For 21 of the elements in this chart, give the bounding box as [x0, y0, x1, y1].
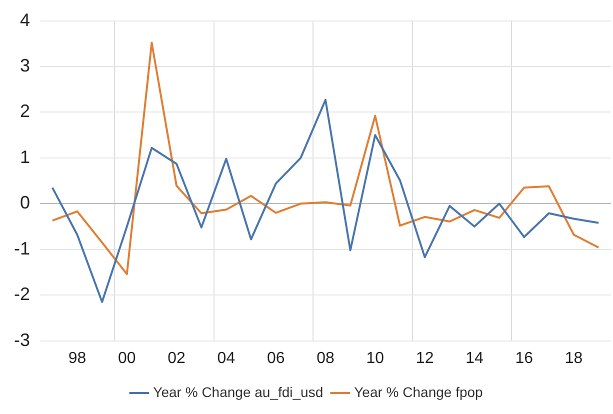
legend-label: Year % Change fpop — [354, 384, 484, 400]
x-tick-label: 06 — [266, 350, 285, 367]
y-tick-label: 1 — [20, 146, 30, 167]
y-tick-label: 3 — [20, 55, 30, 76]
y-tick-label: -1 — [14, 238, 30, 258]
x-tick-label: 16 — [515, 350, 534, 367]
y-tick-label: -2 — [14, 284, 30, 304]
x-tick-label: 02 — [168, 350, 186, 367]
x-tick-label: 18 — [564, 350, 583, 367]
y-tick-label: 0 — [20, 192, 30, 213]
x-tick-label: 98 — [68, 350, 86, 367]
x-tick-label: 04 — [217, 350, 236, 367]
x-tick-label: 14 — [466, 350, 484, 367]
x-tick-label: 08 — [316, 350, 334, 367]
y-tick-label: -3 — [14, 330, 30, 350]
legend-label: Year % Change au_fdi_usd — [153, 384, 324, 400]
y-tick-label: 4 — [20, 10, 30, 30]
x-tick-label: 10 — [366, 350, 384, 367]
x-tick-label: 12 — [416, 350, 434, 367]
y-tick-label: 2 — [20, 101, 30, 122]
x-tick-label: 00 — [118, 350, 136, 367]
